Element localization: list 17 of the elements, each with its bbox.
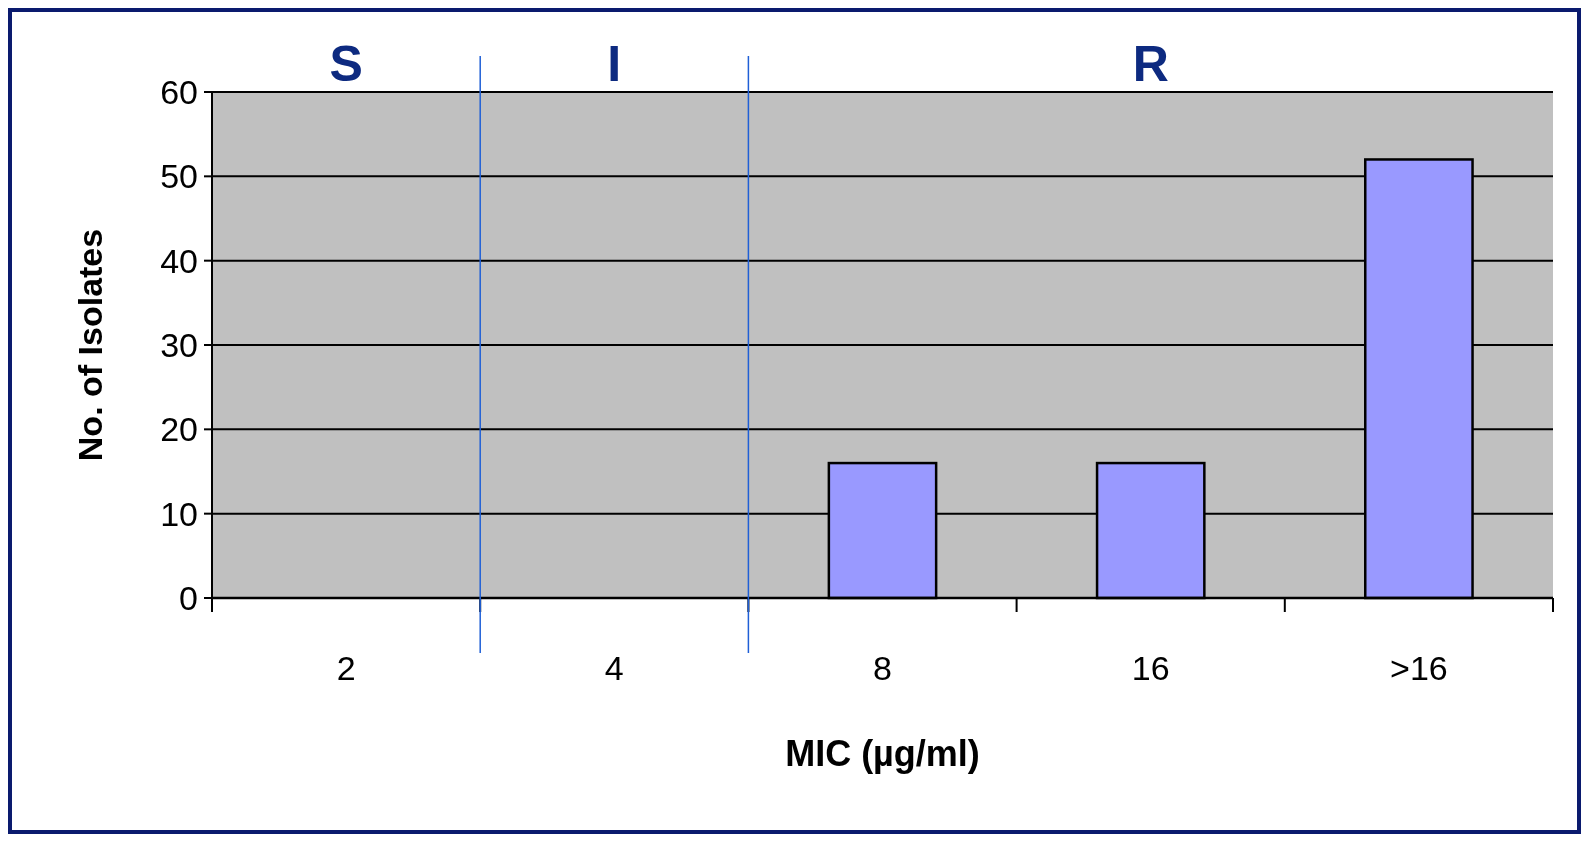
- text: I: [607, 35, 622, 92]
- x-tick-label: 16: [1131, 648, 1170, 687]
- y-tick-label: 0: [179, 578, 198, 617]
- y-tick-label: 30: [160, 325, 198, 364]
- x-tick-label: 4: [604, 648, 624, 687]
- x-axis-title: MIC (µg/ml): [785, 732, 980, 774]
- y-tick-label: 10: [160, 494, 198, 533]
- y-tick-label: 40: [160, 241, 198, 280]
- text: R: [1132, 35, 1169, 92]
- x-tick-label: 8: [873, 648, 892, 687]
- y-tick-label: 20: [160, 410, 198, 449]
- x-tick-label: >16: [1390, 648, 1448, 687]
- x-tick-label: 2: [336, 648, 356, 687]
- text: S: [329, 35, 363, 92]
- y-tick-label: 50: [160, 157, 198, 196]
- y-tick-label: 60: [160, 72, 198, 111]
- y-axis-title: No. of Isolates: [70, 228, 109, 462]
